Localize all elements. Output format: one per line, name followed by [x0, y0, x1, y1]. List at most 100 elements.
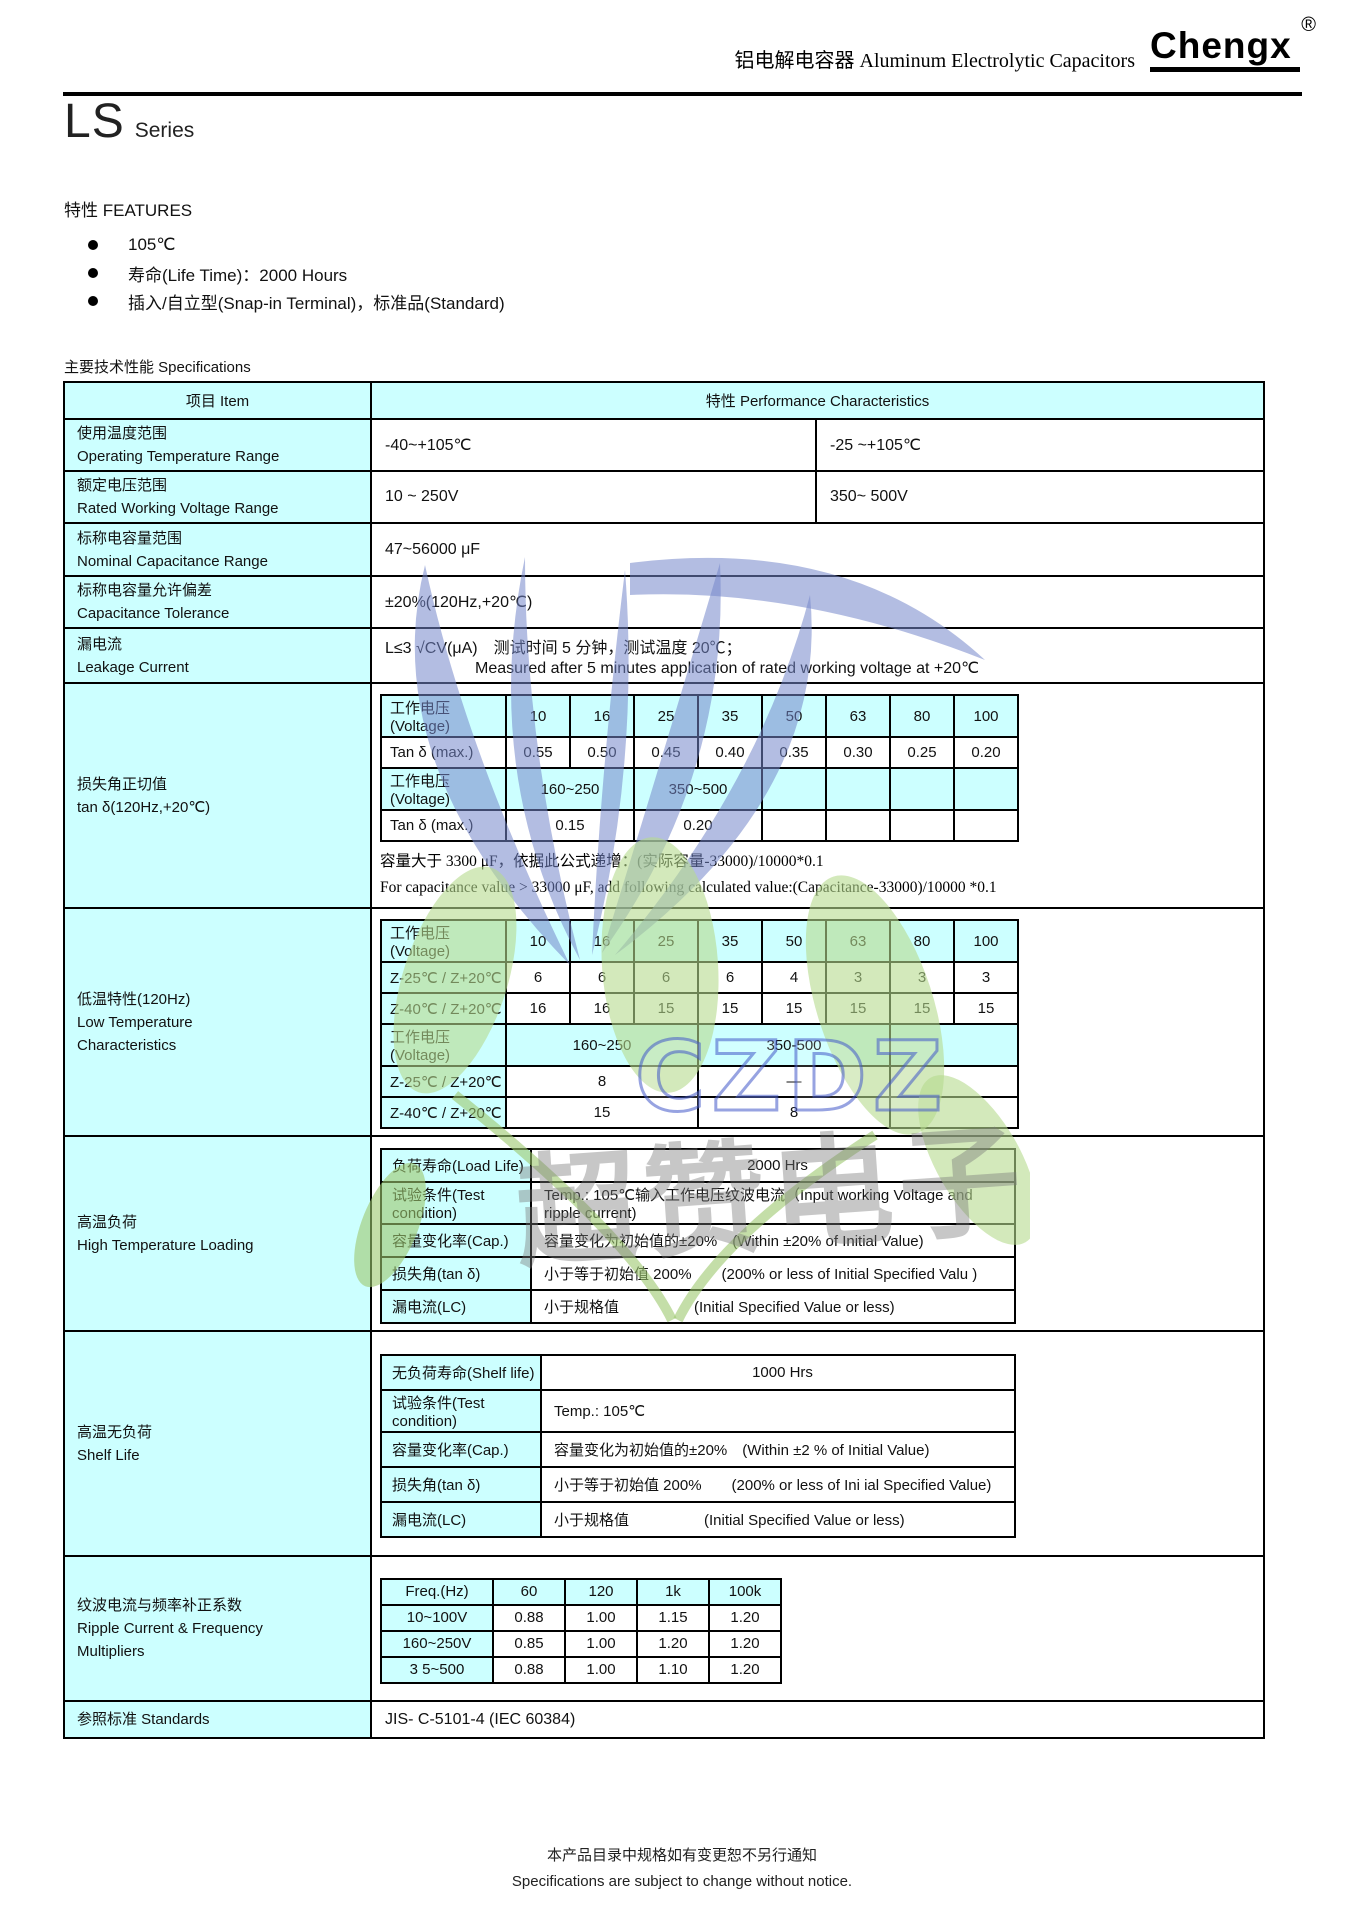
ripple-table: Freq.(Hz) 60 120 1k 100k 10~100V 0.88 1.…	[380, 1577, 782, 1684]
row-label-cn: 标称电容量范围	[77, 529, 183, 547]
inner-row-label: 试验条件(Test condition)	[380, 1388, 542, 1433]
test-condition-row: 试验条件(Test condition) Temp.: 105℃	[380, 1388, 1016, 1433]
row-label-en: tan δ(120Hz,+20℃)	[77, 798, 211, 816]
row-high-temperature-loading: 高温负荷 High Temperature Loading 负荷寿命(Load …	[63, 1135, 1265, 1332]
value-cell: 47~56000 μF	[370, 522, 1265, 577]
row-label-cn: 低温特性(120Hz)	[77, 990, 191, 1008]
tan-delta-change-row: 损失角(tan δ) 小于等于初始值 200% (200% or less of…	[380, 1255, 1016, 1291]
lowtemp-z25-row-high: Z-25℃ / Z+20℃ 8 —	[380, 1065, 1019, 1098]
tan-note-en: For capacitance value > 33000 μF, add fo…	[380, 879, 997, 896]
inner-row-label: 损失角(tan δ)	[380, 1465, 542, 1503]
inner-row-label: Z-25℃ / Z+20℃	[380, 961, 507, 994]
row-label: 高温无负荷 Shelf Life	[63, 1330, 372, 1557]
inner-row-label: 工作电压(Voltage)	[380, 919, 507, 963]
standards-value: JIS- C-5101-4 (IEC 60384)	[370, 1700, 1265, 1739]
inner-row-label: 负荷寿命(Load Life)	[380, 1147, 532, 1183]
tan-delta-cell: 工作电压(Voltage) 10 16 25 35 50 63 80 100	[370, 682, 1265, 909]
feature-item: 105℃	[64, 235, 505, 254]
inner-row-label: Z-25℃ / Z+20℃	[380, 1065, 507, 1098]
inner-row-label: Tan δ (max.)	[380, 736, 507, 769]
load-life-row: 负荷寿命(Load Life) 2000 Hrs	[380, 1147, 1016, 1183]
product-type-en: Aluminum Electrolytic Capacitors	[859, 50, 1136, 72]
row-label-cn: 高温负荷	[77, 1213, 138, 1231]
tan-max-row-high: Tan δ (max.) 0.15 0.20	[380, 809, 1019, 842]
row-label: 标称电容量范围 Nominal Capacitance Range	[63, 522, 372, 577]
series-suffix: Series	[134, 119, 195, 142]
value-cell: 10 ~ 250V	[370, 470, 817, 524]
bullet-icon	[88, 296, 98, 306]
row-label-en: Leakage Current	[77, 658, 189, 676]
low-temperature-table: 工作电压(Voltage) 10 16 25 35 50 63 80 100	[380, 919, 1019, 1129]
row-label-cn: 漏电流	[77, 635, 123, 653]
inner-row-label: Z-40℃ / Z+20℃	[380, 1096, 507, 1129]
row-label-en: Rated Working Voltage Range	[77, 500, 279, 517]
row-label-cn: 损失角正切值	[77, 775, 168, 793]
inner-row-label: 漏电流(LC)	[380, 1288, 532, 1324]
shelf-life-cell: 无负荷寿命(Shelf life) 1000 Hrs 试验条件(Test con…	[370, 1330, 1265, 1557]
row-label-en: Nominal Capacitance Range	[77, 552, 268, 570]
row-low-temperature: 低温特性(120Hz) Low Temperature Characterist…	[63, 907, 1265, 1137]
row-nominal-capacitance: 标称电容量范围 Nominal Capacitance Range 47~560…	[63, 522, 1265, 577]
row-label-cn: 纹波电流与频率补正系数	[77, 1597, 243, 1614]
inner-row-label: 试验条件(Test condition)	[380, 1180, 532, 1225]
feature-text: 插入/自立型(Snap-in Terminal)，标准品(Standard)	[128, 293, 505, 313]
ripple-row: 160~250V 0.85 1.00 1.20 1.20	[380, 1629, 782, 1658]
row-label: 高温负荷 High Temperature Loading	[63, 1135, 372, 1332]
row-label: 漏电流 Leakage Current	[63, 627, 372, 684]
product-type-cn: 铝电解电容器	[734, 50, 855, 72]
row-label: 低温特性(120Hz) Low Temperature Characterist…	[63, 907, 372, 1137]
value-cell: -40~+105℃	[370, 418, 817, 472]
row-label: 参照标准 Standards	[63, 1700, 372, 1739]
row-operating-temperature: 使用温度范围 Operating Temperature Range -40~+…	[63, 418, 1265, 472]
test-condition-row: 试验条件(Test condition) Temp.: 105℃输入工作电压纹波…	[380, 1180, 1016, 1225]
lowtemp-z25-row: Z-25℃ / Z+20℃ 6 6 6 6 4 3 3 3	[380, 961, 1019, 994]
inner-row-label: Tan δ (max.)	[380, 809, 507, 842]
high-temperature-cell: 负荷寿命(Load Life) 2000 Hrs 试验条件(Test condi…	[370, 1135, 1265, 1332]
row-label-cn: 高温无负荷	[77, 1423, 153, 1441]
inner-row-label: 损失角(tan δ)	[380, 1255, 532, 1291]
lowtemp-voltage-row-high: 工作电压(Voltage) 160~250 350-500	[380, 1023, 1019, 1067]
column-header-item: 项目 Item	[63, 381, 372, 420]
row-label: 标称电容量允许偏差 Capacitance Tolerance	[63, 575, 372, 629]
ripple-header-row: Freq.(Hz) 60 120 1k 100k	[380, 1577, 782, 1606]
product-type-line: 铝电解电容器 Aluminum Electrolytic Capacitors	[735, 44, 1136, 73]
value-cell: L≤3 √CV(μA) 测试时间 5 分钟，测试温度 20℃； Measured…	[370, 627, 1265, 684]
ripple-row: 10~100V 0.88 1.00 1.15 1.20	[380, 1603, 782, 1632]
value-cell: -25 ~+105℃	[815, 418, 1265, 472]
row-rated-voltage: 额定电压范围 Rated Working Voltage Range 10 ~ …	[63, 470, 1265, 524]
tan-delta-table: 工作电压(Voltage) 10 16 25 35 50 63 80 100	[380, 694, 1019, 842]
leakage-note-en: Measured after 5 minutes application of …	[475, 659, 980, 677]
brand-logo-underline	[1150, 67, 1300, 72]
footer-notice-en: Specifications are subject to change wit…	[511, 1873, 853, 1890]
row-leakage-current: 漏电流 Leakage Current L≤3 √CV(μA) 测试时间 5 分…	[63, 627, 1265, 684]
row-label-en: Ripple Current & Frequency	[77, 1620, 263, 1637]
brand-logo-text: Chengx	[1150, 25, 1292, 66]
lowtemp-voltage-row: 工作电压(Voltage) 10 16 25 35 50 63 80 100	[380, 919, 1019, 963]
row-label-en: High Temperature Loading	[77, 1236, 254, 1254]
series-name: LS	[64, 95, 125, 148]
tan-max-row: Tan δ (max.) 0.55 0.50 0.45 0.40 0.35 0.…	[380, 736, 1019, 769]
row-ripple-multipliers: 纹波电流与频率补正系数 Ripple Current & Frequency M…	[63, 1555, 1265, 1702]
page-footer: 本产品目录中规格如有变更恕不另行通知 Specifications are su…	[0, 1844, 1364, 1890]
row-capacitance-tolerance: 标称电容量允许偏差 Capacitance Tolerance ±20%(120…	[63, 575, 1265, 629]
footer-notice-cn: 本产品目录中规格如有变更恕不另行通知	[546, 1848, 817, 1864]
row-label-en: Low Temperature	[77, 1013, 193, 1031]
lowtemp-z40-row-high: Z-40℃ / Z+20℃ 15 8	[380, 1096, 1019, 1129]
row-tan-delta: 损失角正切值 tan δ(120Hz,+20℃) 工作电压(Voltage) 1…	[63, 682, 1265, 909]
specifications-table: 项目 Item 特性 Performance Characteristics 使…	[63, 381, 1265, 1739]
feature-text: 寿命(Life Time)：2000 Hours	[128, 265, 348, 285]
capacitance-change-row: 容量变化率(Cap.) 容量变化为初始值的±20% (Within ±2 % o…	[380, 1430, 1016, 1468]
brand-logo: Chengx ®	[1150, 14, 1330, 72]
ripple-cell: Freq.(Hz) 60 120 1k 100k 10~100V 0.88 1.…	[370, 1555, 1265, 1702]
inner-row-label: 工作电压(Voltage)	[380, 694, 507, 738]
inner-row-label: 容量变化率(Cap.)	[380, 1430, 542, 1468]
capacitance-change-row: 容量变化率(Cap.) 容量变化为初始值的±20% (Within ±20% o…	[380, 1222, 1016, 1258]
feature-item: 插入/自立型(Snap-in Terminal)，标准品(Standard)	[64, 293, 505, 313]
row-label-cn: 使用温度范围	[77, 425, 168, 442]
high-temperature-table: 负荷寿命(Load Life) 2000 Hrs 试验条件(Test condi…	[380, 1147, 1016, 1324]
row-label: 纹波电流与频率补正系数 Ripple Current & Frequency M…	[63, 1555, 372, 1702]
row-label-en: Characteristics	[77, 1036, 177, 1054]
inner-row-label: 工作电压(Voltage)	[380, 767, 507, 811]
row-label-en: Operating Temperature Range	[77, 448, 280, 465]
row-label: 额定电压范围 Rated Working Voltage Range	[63, 470, 372, 524]
